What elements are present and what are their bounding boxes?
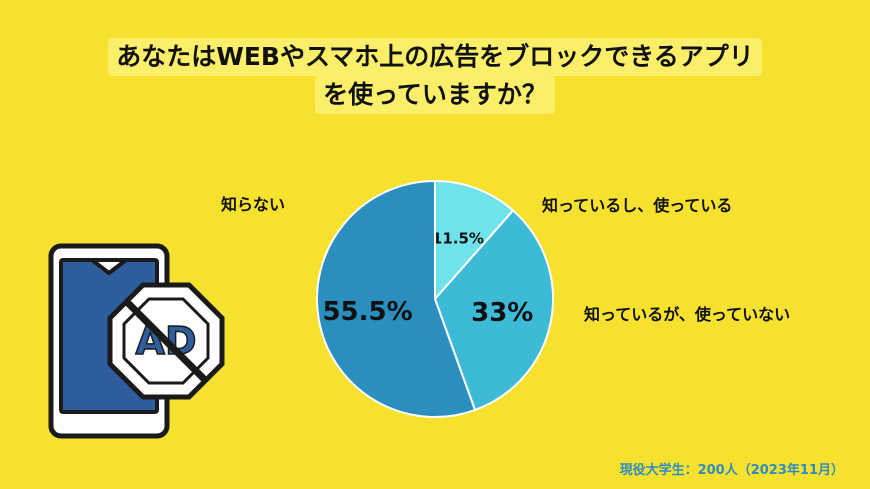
pie-value-label-2: 55.5%: [322, 297, 412, 327]
pie-slice-1: [433, 209, 554, 412]
legend-label-shiranai: 知らない: [221, 195, 286, 214]
chart-title-line-1: あなたはWEBやスマホ上の広告をブロックできるアプリ: [108, 38, 762, 76]
legend-label-not-using: 知っているが、使っていない: [584, 305, 791, 324]
chart-title-line-2: を使っていますか？: [315, 76, 555, 114]
pie-value-label-0: 11.5%: [432, 230, 484, 248]
pie-slice-2: [316, 179, 477, 418]
source-note: 現役大学生：200人（2023年11月）: [619, 463, 844, 478]
pie-value-label-1: 33%: [471, 298, 533, 328]
chart-title: あなたはWEBやスマホ上の広告をブロックできるアプリ を使っていますか？: [0, 38, 870, 114]
pie-slice-0: [434, 179, 515, 302]
ad-block-phone-icon: AD: [48, 243, 225, 439]
legend-label-using: 知っているし、使っている: [542, 196, 733, 215]
svg-text:AD: AD: [136, 319, 197, 363]
